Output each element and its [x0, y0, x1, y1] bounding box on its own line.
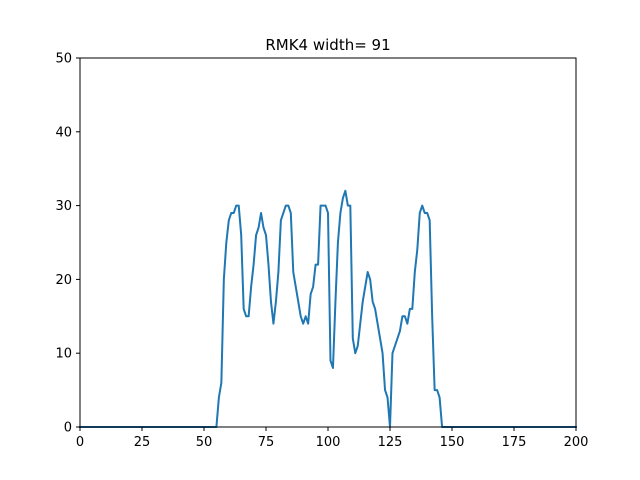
- y-tick-label: 30: [55, 199, 72, 214]
- x-tick-label: 150: [440, 435, 465, 450]
- x-tick-label: 25: [134, 435, 151, 450]
- y-tick-label: 0: [64, 421, 72, 436]
- x-axis: 0 25 50 75 100 125 150 175 200: [76, 427, 589, 450]
- x-tick-label: 125: [378, 435, 403, 450]
- x-tick-label: 75: [258, 435, 275, 450]
- x-tick-label: 200: [564, 435, 589, 450]
- y-tick-label: 10: [55, 347, 72, 362]
- y-tick-label: 50: [55, 52, 72, 67]
- chart-title: RMK4 width= 91: [265, 36, 390, 54]
- y-tick-label: 40: [55, 125, 72, 140]
- axes-frame: [79, 57, 577, 428]
- x-tick-label: 175: [502, 435, 527, 450]
- x-tick-label: 50: [196, 435, 213, 450]
- y-tick-label: 20: [55, 273, 72, 288]
- x-tick-label: 0: [76, 435, 84, 450]
- y-axis: 0 10 20 30 40 50: [55, 52, 80, 436]
- x-tick-label: 100: [316, 435, 341, 450]
